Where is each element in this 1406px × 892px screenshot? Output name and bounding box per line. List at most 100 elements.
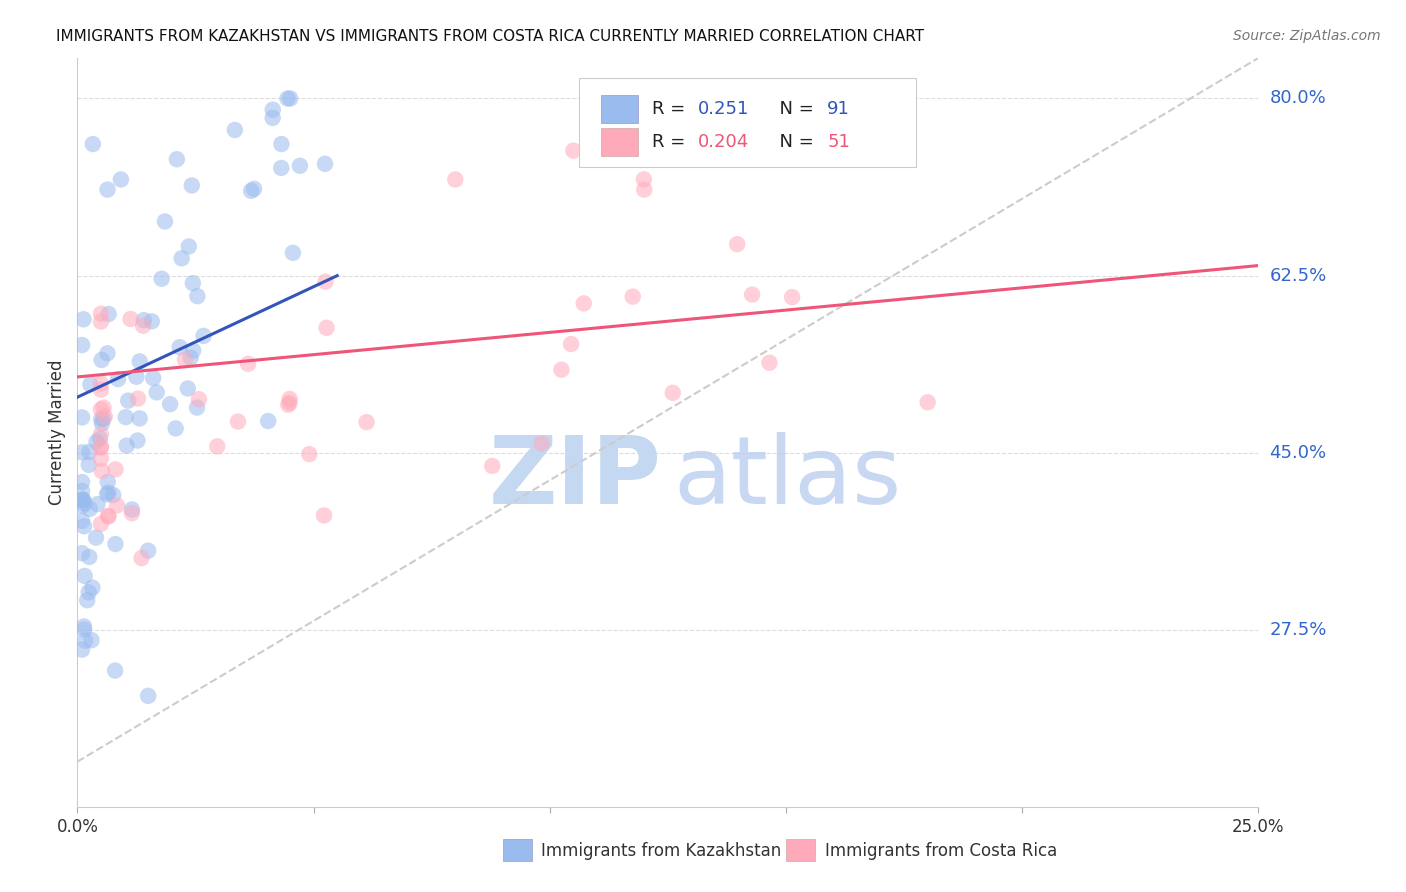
Point [136,689,159,703]
Point [132,318,155,333]
Point [207,439,229,453]
Point [114,410,136,425]
Point [136,543,159,558]
Point [356,415,378,429]
Point [186,289,208,303]
Point [127,434,149,448]
Bar [600,95,638,123]
Point [125,369,148,384]
Point [77,458,100,472]
Point [77,585,100,599]
Point [180,178,202,193]
Point [89,432,111,446]
Text: R =: R = [652,133,692,151]
Point [70,483,93,498]
Point [278,395,301,409]
Bar [579,78,915,167]
Point [70,499,93,513]
Point [93,401,115,415]
Point [315,275,337,289]
Point [90,315,112,329]
Point [165,421,187,435]
Point [121,502,143,516]
Point [153,214,176,228]
Point [315,320,337,334]
Point [73,569,96,583]
Point [180,351,202,365]
Point [633,172,655,186]
Text: atlas: atlas [673,432,903,524]
Text: Immigrants from Costa Rica: Immigrants from Costa Rica [825,842,1057,861]
Point [633,183,655,197]
Point [120,312,142,326]
Point [105,499,128,513]
Bar [600,128,638,156]
Point [481,458,503,473]
Point [169,340,191,354]
Point [93,409,115,424]
Point [103,488,125,502]
Text: 62.5%: 62.5% [1270,267,1327,285]
Point [104,664,127,678]
Point [444,172,467,186]
Point [73,519,96,533]
Point [104,537,127,551]
Point [70,546,93,560]
Point [288,159,311,173]
Point [142,371,165,385]
Point [270,137,292,152]
Point [70,642,93,657]
Point [97,509,120,524]
Point [917,395,939,409]
Point [104,462,127,476]
Point [270,161,292,175]
Point [262,111,284,125]
Point [128,354,150,368]
Point [72,492,94,507]
Point [131,551,153,566]
Point [150,271,173,285]
Y-axis label: Currently Married: Currently Married [48,359,66,506]
Point [174,353,197,368]
Point [97,307,120,321]
Point [550,362,572,376]
Point [110,172,132,186]
Text: 45.0%: 45.0% [1270,444,1327,462]
Bar [502,838,531,861]
Point [72,492,94,507]
Point [312,508,335,523]
Text: ZIP: ZIP [489,432,662,524]
Text: Source: ZipAtlas.com: Source: ZipAtlas.com [1233,29,1381,44]
Point [281,245,304,260]
Point [73,623,96,637]
Point [278,91,301,105]
Point [70,514,93,528]
Point [75,633,97,648]
Point [82,581,104,595]
Point [257,414,280,428]
Text: 0.251: 0.251 [697,100,749,118]
Text: Immigrants from Kazakhstan: Immigrants from Kazakhstan [541,842,782,861]
Point [90,427,112,442]
Point [132,313,155,327]
Point [72,312,94,326]
Point [187,392,209,407]
Point [84,531,107,545]
Point [70,338,93,352]
Text: N =: N = [768,133,820,151]
Point [226,415,249,429]
Point [82,136,104,151]
Point [181,343,204,358]
Point [115,439,138,453]
Point [240,184,263,198]
Point [314,157,336,171]
Point [224,123,246,137]
Point [70,475,93,489]
Point [166,153,188,167]
Point [741,287,763,301]
Point [298,447,321,461]
Point [90,353,112,368]
Text: R =: R = [652,100,692,118]
Point [117,393,139,408]
Point [121,506,143,520]
